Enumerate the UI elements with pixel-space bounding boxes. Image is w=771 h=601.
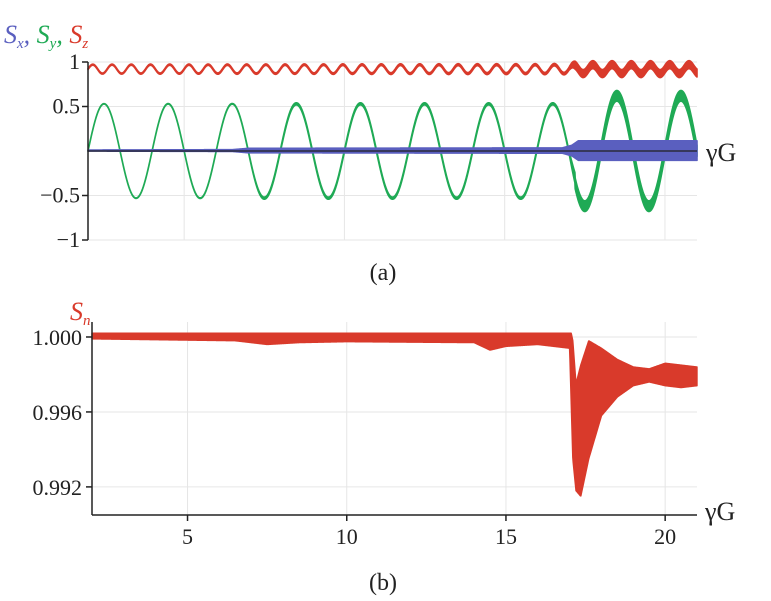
panel-b-y-ticks: 1.000 0.996 0.992 <box>33 325 92 500</box>
panel-a-y-label: Sx, Sy, Sz <box>4 20 88 52</box>
panel-b-tag: (b) <box>369 570 397 596</box>
y-tick-label: 1 <box>69 49 80 74</box>
panel-a-grid <box>88 61 697 241</box>
y-label-subscript: x <box>16 36 24 52</box>
y-label-subscript: n <box>83 313 91 329</box>
x-tick-label: 10 <box>336 524 358 549</box>
y-label-symbol: S <box>4 20 17 49</box>
x-tick-label: 20 <box>654 524 676 549</box>
y-label-subscript: z <box>81 36 88 52</box>
x-tick-label: 5 <box>182 524 193 549</box>
y-label-separator: , <box>56 20 69 49</box>
panel-b-x-ticks: 5 10 15 20 <box>182 515 676 549</box>
panel-b-y-label: Sn <box>70 297 91 329</box>
panel-b: 1.000 0.996 0.992 5 10 15 20 Sn γG (b) <box>33 297 736 596</box>
y-tick-label: 1.000 <box>33 325 83 350</box>
y-tick-label: −1 <box>57 227 80 252</box>
y-label-symbol: S <box>69 20 82 49</box>
y-tick-label: −0.5 <box>40 183 80 208</box>
panel-a-x-label: γG <box>705 138 736 167</box>
panel-a-series <box>87 59 698 213</box>
y-tick-label: 0.5 <box>53 94 81 119</box>
panel-b-x-label: γG <box>704 497 735 526</box>
y-tick-label: 0.992 <box>33 475 83 500</box>
y-label-subscript: y <box>48 36 57 52</box>
panel-a-tag: (a) <box>370 260 397 286</box>
panel-b-series <box>91 332 698 497</box>
x-tick-label: 15 <box>495 524 517 549</box>
series-line <box>87 59 698 79</box>
y-label-symbol: S <box>70 297 83 326</box>
panel-a: 1 0.5 −0.5 −1 Sx, Sy, Sz γG (a) <box>4 20 736 286</box>
series-line <box>91 332 698 497</box>
y-label-symbol: S <box>37 20 50 49</box>
panel-a-y-ticks: 1 0.5 −0.5 −1 <box>40 49 88 252</box>
y-tick-label: 0.996 <box>33 400 83 425</box>
y-label-separator: , <box>24 20 37 49</box>
